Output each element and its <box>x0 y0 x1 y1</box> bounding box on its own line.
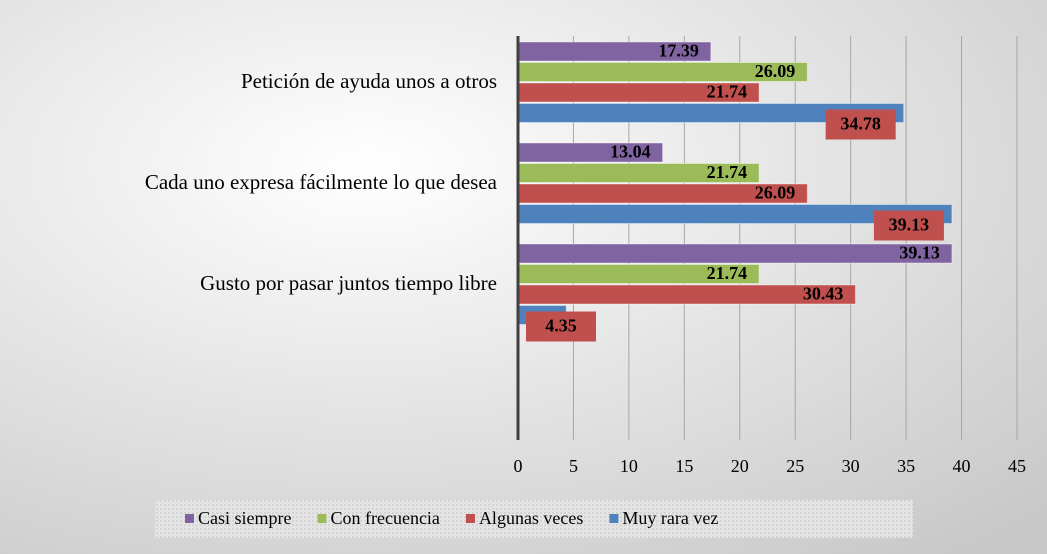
value-label: 34.78 <box>840 114 881 134</box>
value-label: 21.74 <box>707 162 748 182</box>
legend-label: Algunas veces <box>479 508 583 528</box>
bar <box>517 243 953 264</box>
x-tick-label: 20 <box>731 456 749 476</box>
value-label-box <box>825 109 896 140</box>
legend-swatch <box>185 514 194 523</box>
legend-swatch <box>465 514 475 523</box>
value-label-box <box>526 311 596 342</box>
x-tick-label: 45 <box>1008 456 1026 476</box>
value-label: 17.39 <box>658 40 699 60</box>
legend-swatch <box>609 514 619 523</box>
legend-label: Casi siempre <box>198 508 291 528</box>
legend-box <box>155 500 913 538</box>
value-label: 21.74 <box>707 81 748 101</box>
x-tick-label: 25 <box>786 456 804 476</box>
category-label: Gusto por pasar juntos tiempo libre <box>200 271 497 295</box>
x-tick-label: 15 <box>675 456 693 476</box>
value-label: 26.09 <box>755 182 796 202</box>
category-label: Petición de ayuda unos a otros <box>241 69 497 93</box>
x-tick-label: 0 <box>514 456 523 476</box>
category-label: Cada uno expresa fácilmente lo que desea <box>145 170 498 194</box>
x-tick-label: 40 <box>953 456 971 476</box>
legend-label: Con frecuencia <box>330 508 439 528</box>
x-tick-label: 30 <box>842 456 860 476</box>
value-label: 39.13 <box>899 242 940 262</box>
x-tick-label: 35 <box>897 456 915 476</box>
x-tick-label: 5 <box>569 456 578 476</box>
value-label: 39.13 <box>889 215 930 235</box>
value-label-box <box>873 210 944 241</box>
value-label: 30.43 <box>803 283 844 303</box>
legend-swatch <box>317 514 327 523</box>
value-label: 26.09 <box>755 61 796 81</box>
value-label: 4.35 <box>545 316 577 336</box>
value-label: 13.04 <box>610 141 651 161</box>
legend-label: Muy rara vez <box>622 508 718 528</box>
x-tick-label: 10 <box>620 456 638 476</box>
value-label: 21.74 <box>707 263 748 283</box>
